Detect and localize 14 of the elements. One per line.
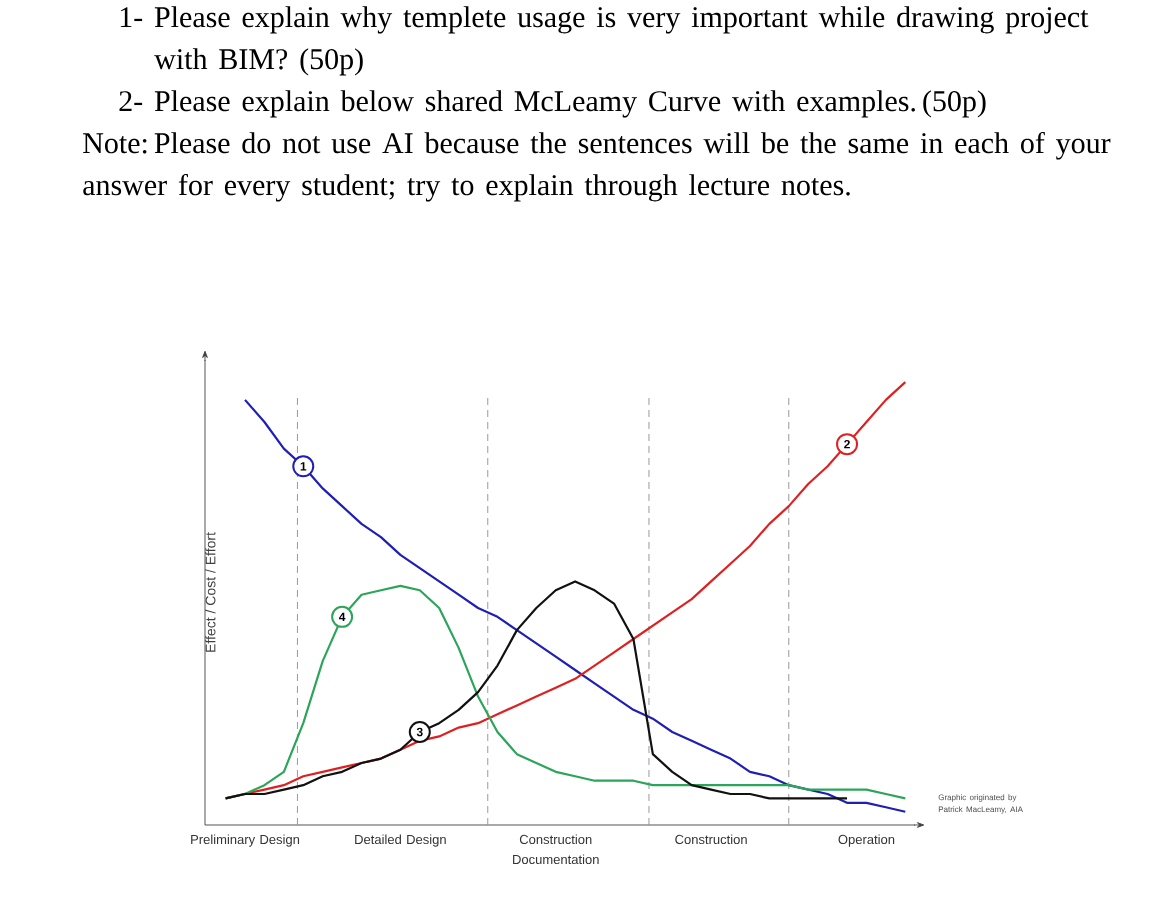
x-tick-label: Operation [838, 834, 895, 847]
x-tick-label: Construction Documentation [513, 834, 599, 865]
text: 1- Please explain why templete usage is very important while drawing project with BIM? (50p) [120, 6, 1089, 76]
x-tick-label: Preliminary Design [191, 834, 300, 847]
series-label: 4 [338, 612, 346, 621]
text: 2- Please explain below shared McLeamy Curve with examples. (50p) [119, 90, 986, 118]
text: Note: Please do not use AI because the sentences will be the same in each of your answer for every student; try to explain through lecture notes. [83, 131, 1111, 202]
y-axis-title: Effect / Cost / Effort [205, 532, 216, 652]
series-label: 1 [300, 462, 307, 471]
x-tick-label: Construction [675, 834, 747, 845]
text: Graphic originated by Patrick MacLeamy, AIA [938, 794, 1023, 814]
x-tick-label: Detailed Design [355, 834, 446, 847]
series-label: 3 [416, 727, 423, 737]
series-label: 2 [844, 439, 850, 449]
